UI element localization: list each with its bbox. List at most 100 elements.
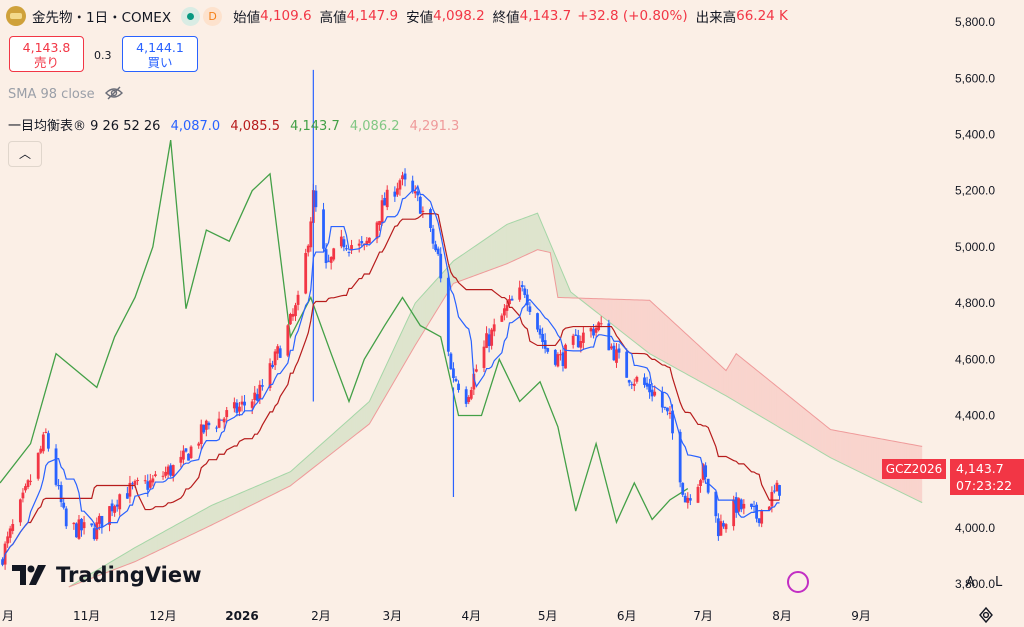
buy-button[interactable]: 4,144.1 買い <box>122 36 198 72</box>
candle-body <box>1 559 4 565</box>
candle-body <box>182 450 185 460</box>
kumo-cloud <box>173 525 176 544</box>
kumo-cloud <box>738 355 742 405</box>
kumo-cloud <box>537 213 541 251</box>
kumo-cloud <box>774 384 777 426</box>
candle-body <box>166 466 170 475</box>
kumo-cloud <box>359 408 362 432</box>
candle-body <box>599 323 603 325</box>
kumo-cloud <box>822 423 826 455</box>
kumo-cloud <box>542 225 546 252</box>
kumo-cloud <box>608 299 612 324</box>
candle-body <box>401 175 404 180</box>
auto-scale-button[interactable]: A <box>966 575 975 590</box>
sell-button[interactable]: 4,143.8 売り <box>9 36 84 72</box>
ichimoku-legend[interactable]: 一目均衡表® 9 26 52 26 4,087.0 4,085.5 4,143.… <box>8 115 465 134</box>
candle-body <box>663 406 667 408</box>
kumo-cloud <box>259 483 263 502</box>
kumo-cloud <box>804 409 808 445</box>
candle-body <box>199 424 203 445</box>
kumo-cloud <box>789 396 793 436</box>
collapse-legend-button[interactable]: ︿ <box>8 141 42 167</box>
market-open-status-icon[interactable] <box>181 6 201 26</box>
settings-gear-icon[interactable] <box>977 606 995 624</box>
candle-body <box>217 418 221 428</box>
candle-body <box>314 190 318 208</box>
kumo-cloud <box>364 403 367 428</box>
lightning-icon[interactable] <box>787 571 809 593</box>
kumo-cloud <box>667 316 670 365</box>
candle-body <box>716 518 720 537</box>
kumo-cloud <box>216 502 220 523</box>
kumo-cloud <box>657 307 660 360</box>
kumo-cloud <box>710 356 714 389</box>
kumo-cloud <box>771 382 775 425</box>
delayed-data-badge[interactable]: D <box>203 6 223 26</box>
log-scale-button[interactable]: L <box>995 575 1003 590</box>
candle-body <box>571 335 575 345</box>
candle-body <box>770 491 774 507</box>
kumo-cloud <box>560 267 563 298</box>
kumo-cloud <box>422 291 426 333</box>
kumo-cloud <box>242 491 245 510</box>
candle-body <box>668 412 672 415</box>
bar-countdown: 07:23:22 <box>956 478 1013 493</box>
kumo-cloud <box>812 415 816 449</box>
candle-body <box>615 349 618 363</box>
kumo-cloud <box>506 223 510 264</box>
kumo-cloud <box>845 432 849 467</box>
candle-body <box>714 491 718 517</box>
kumo-cloud <box>229 496 232 517</box>
kumo-cloud <box>129 549 133 564</box>
kumo-cloud <box>354 412 357 436</box>
candle-body <box>44 431 48 433</box>
kumo-cloud <box>208 505 212 527</box>
kumo-cloud <box>343 421 347 444</box>
candle-body <box>278 348 282 358</box>
candle-body <box>411 180 415 192</box>
candle-body <box>660 392 664 408</box>
candle-body <box>525 294 529 306</box>
kumo-cloud <box>382 368 385 403</box>
kumo-cloud <box>616 299 620 330</box>
kumo-cloud <box>356 410 360 434</box>
candle-body <box>737 498 741 512</box>
candle-body <box>118 494 122 510</box>
kumo-cloud <box>731 357 734 401</box>
candle-body <box>8 528 12 538</box>
kumo-cloud <box>552 249 556 283</box>
kumo-cloud <box>193 513 197 534</box>
candle-body <box>136 480 139 482</box>
kumo-cloud <box>713 358 716 391</box>
kumo-cloud <box>787 394 790 434</box>
kumo-cloud <box>848 432 851 468</box>
kumo-cloud <box>206 506 209 528</box>
kumo-cloud <box>756 370 760 416</box>
candle-body <box>625 351 629 378</box>
kumo-cloud <box>685 333 688 375</box>
sma-indicator-label[interactable]: SMA 98 close <box>8 87 95 102</box>
candle-body <box>294 305 297 317</box>
kumo-cloud <box>631 299 635 342</box>
kumo-cloud <box>203 508 207 529</box>
gold-coin-icon <box>6 6 26 26</box>
candle-body <box>365 240 369 245</box>
y-tick-label: 5,600.0 <box>955 71 995 85</box>
symbol-title[interactable]: 金先物・1日・COMEX <box>32 10 172 26</box>
kumo-cloud <box>748 363 752 411</box>
kumo-cloud <box>754 368 757 414</box>
candle-body <box>47 433 50 449</box>
y-tick-label: 5,200.0 <box>955 184 995 198</box>
kumo-cloud <box>287 471 291 488</box>
candle-body <box>339 236 343 247</box>
hidden-eye-icon[interactable] <box>105 86 123 100</box>
kumo-cloud <box>140 543 143 560</box>
candle-body <box>561 352 565 367</box>
candle-body <box>609 346 613 349</box>
candle-body <box>538 328 542 335</box>
kumo-cloud <box>201 509 204 530</box>
candle-body <box>133 481 137 485</box>
candle-body <box>439 253 443 279</box>
kumo-cloud <box>792 398 795 437</box>
